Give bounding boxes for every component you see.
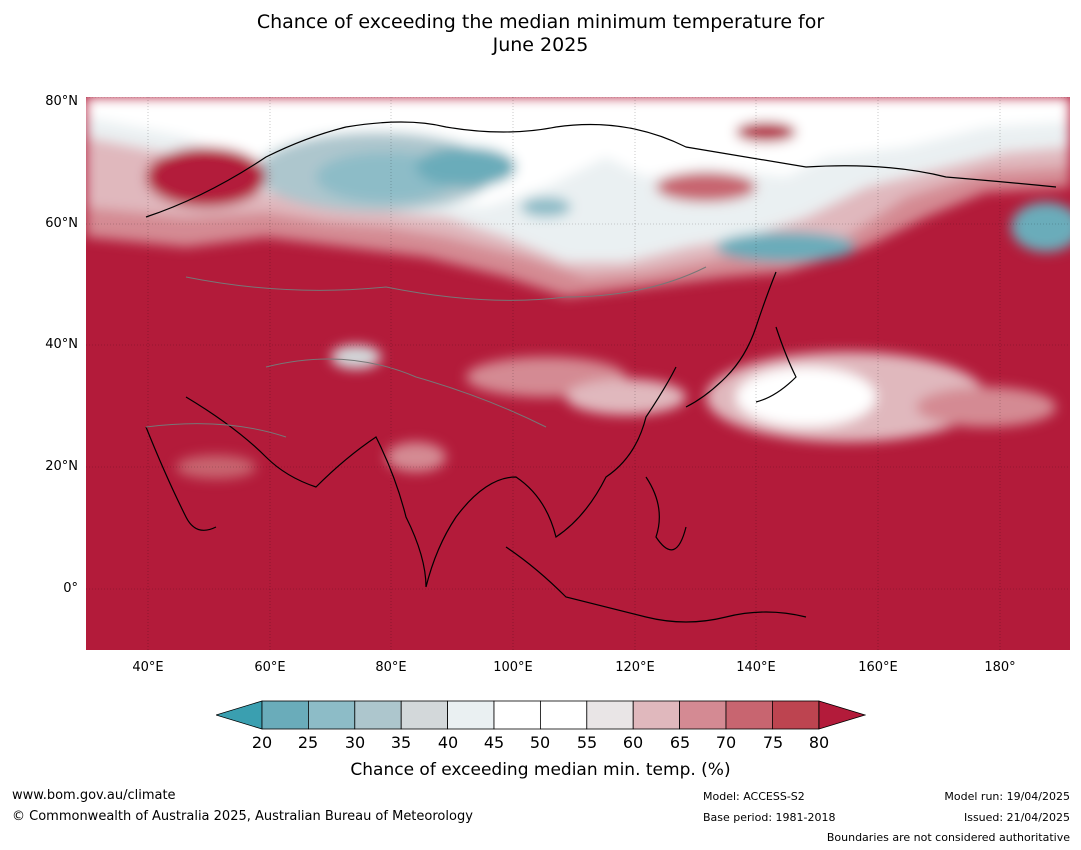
colorbar-tick-35: 35 bbox=[390, 733, 412, 752]
model-name: Model: ACCESS-S2 bbox=[703, 790, 805, 803]
lon-label-100e: 100°E bbox=[493, 660, 533, 675]
lat-label-40n: 40°N bbox=[45, 337, 78, 352]
colorbar-bin-30-35 bbox=[354, 700, 402, 730]
map-title-line1: Chance of exceeding the median minimum t… bbox=[256, 11, 825, 33]
base-period: Base period: 1981-2018 bbox=[703, 811, 836, 824]
colorbar-tick-20: 20 bbox=[251, 733, 273, 752]
lon-label-140e: 140°E bbox=[736, 660, 776, 675]
colorbar-lower-extend bbox=[216, 700, 263, 730]
copyright-text: © Commonwealth of Australia 2025, Austra… bbox=[12, 809, 473, 824]
boundary-disclaimer: Boundaries are not considered authoritat… bbox=[826, 831, 1070, 844]
colorbar-bin-20-25 bbox=[261, 700, 309, 730]
colorbar-tick-65: 65 bbox=[669, 733, 691, 752]
colorbar bbox=[216, 700, 866, 730]
colorbar-bin-65-70 bbox=[679, 700, 727, 730]
issued-date: Issued: 21/04/2025 bbox=[963, 811, 1070, 824]
lon-label-80e: 80°E bbox=[375, 660, 407, 675]
lon-label-40e: 40°E bbox=[132, 660, 164, 675]
colorbar-tick-40: 40 bbox=[437, 733, 459, 752]
lat-label-80n: 80°N bbox=[45, 94, 78, 109]
lon-label-160e: 160°E bbox=[858, 660, 898, 675]
colorbar-tick-25: 25 bbox=[297, 733, 319, 752]
country-boundaries bbox=[145, 266, 707, 438]
lon-label-120e: 120°E bbox=[615, 660, 655, 675]
colorbar-bin-75-80 bbox=[772, 700, 820, 730]
colorbar-bin-40-45 bbox=[447, 700, 495, 730]
lon-label-60e: 60°E bbox=[254, 660, 286, 675]
colorbar-tick-70: 70 bbox=[715, 733, 737, 752]
lat-label-60n: 60°N bbox=[45, 216, 78, 231]
colorbar-tick-50: 50 bbox=[529, 733, 551, 752]
coastlines bbox=[145, 121, 1057, 623]
colorbar-tick-75: 75 bbox=[762, 733, 784, 752]
colorbar-upper-extend bbox=[818, 700, 866, 730]
colorbar-bin-70-75 bbox=[725, 700, 773, 730]
colorbar-tick-60: 60 bbox=[622, 733, 644, 752]
map-canvas bbox=[86, 97, 1070, 650]
graticule bbox=[86, 97, 1070, 650]
map-title-line2: June 2025 bbox=[492, 34, 589, 56]
probability-map bbox=[86, 97, 1070, 650]
lat-label-20n: 20°N bbox=[45, 459, 78, 474]
colorbar-tick-55: 55 bbox=[576, 733, 598, 752]
colorbar-label: Chance of exceeding median min. temp. (%… bbox=[350, 760, 731, 780]
lat-label-0: 0° bbox=[63, 581, 78, 596]
colorbar-bin-50-55 bbox=[539, 700, 588, 730]
colorbar-tick-45: 45 bbox=[483, 733, 505, 752]
colorbar-bin-25-30 bbox=[308, 700, 356, 730]
website-link[interactable]: www.bom.gov.au/climate bbox=[12, 788, 176, 803]
colorbar-bin-55-60 bbox=[586, 700, 634, 730]
colorbar-tick-80: 80 bbox=[808, 733, 830, 752]
lon-label-180: 180° bbox=[984, 660, 1016, 675]
colorbar-tick-30: 30 bbox=[344, 733, 366, 752]
colorbar-bin-35-40 bbox=[400, 700, 448, 730]
colorbar-bin-60-65 bbox=[632, 700, 681, 730]
colorbar-bin-45-50 bbox=[493, 700, 541, 730]
model-run-date: Model run: 19/04/2025 bbox=[944, 790, 1070, 803]
